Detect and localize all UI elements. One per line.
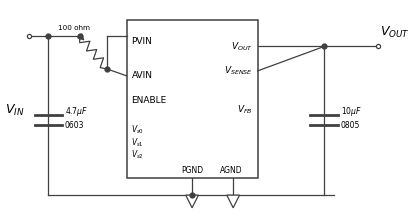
Text: $V_{s2}$: $V_{s2}$ [131,149,144,161]
Text: $V_{s1}$: $V_{s1}$ [131,136,144,149]
Text: $10\mu F$: $10\mu F$ [341,105,362,118]
Text: AGND: AGND [220,166,243,175]
Polygon shape [186,195,198,208]
Text: PGND: PGND [181,166,203,175]
Text: AVIN: AVIN [131,71,152,80]
Text: 0603: 0603 [65,121,84,130]
Text: $V_{FB}$: $V_{FB}$ [237,104,253,116]
Bar [126,20,258,178]
Polygon shape [227,195,240,208]
Text: $V_{s0}$: $V_{s0}$ [131,123,145,136]
Text: ENABLE: ENABLE [131,96,167,105]
Text: $V_{OUT}$: $V_{OUT}$ [380,25,410,40]
Text: $V_{OUT}$: $V_{OUT}$ [231,40,253,53]
Text: $4.7\mu F$: $4.7\mu F$ [65,105,88,118]
Text: $V_{SENSE}$: $V_{SENSE}$ [224,65,253,77]
Text: PVIN: PVIN [131,37,152,46]
Text: 100 ohm: 100 ohm [58,25,90,31]
Text: $V_{IN}$: $V_{IN}$ [5,103,25,118]
Text: 0805: 0805 [341,121,360,130]
